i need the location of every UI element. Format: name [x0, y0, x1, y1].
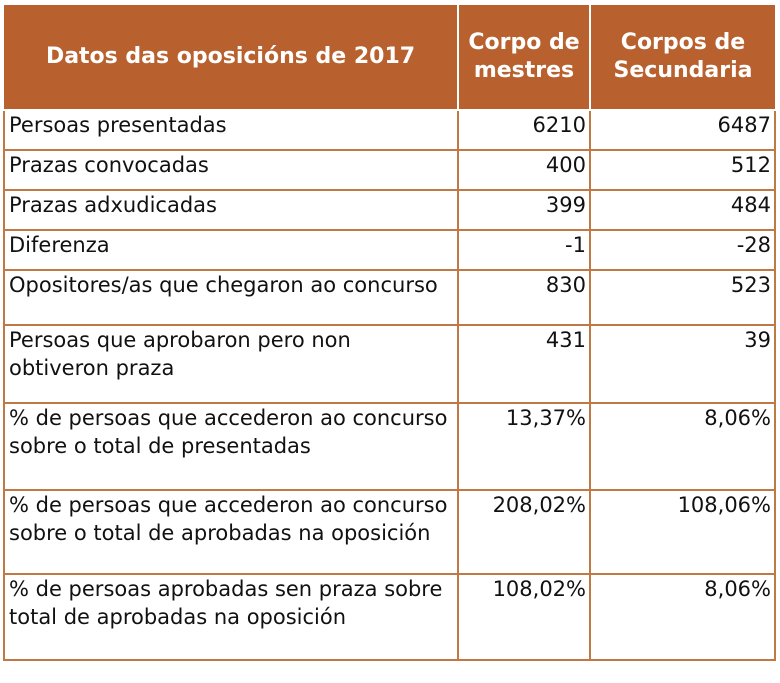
cell-mestres: 400 — [457, 149, 591, 191]
row-label: Diferenza — [3, 229, 459, 271]
oposicions-table: Datos das oposicións de 2017 Corpo de me… — [3, 5, 776, 661]
cell-secundaria: 523 — [589, 269, 776, 326]
table-title: Datos das oposicións de 2017 — [4, 5, 459, 111]
column-header-secundaria: Corpos de Secundaria — [589, 5, 775, 111]
table-row: Diferenza -1 -28 — [3, 229, 776, 271]
row-label: % de persoas aprobadas sen praza sobre t… — [3, 573, 459, 661]
cell-secundaria: 484 — [589, 189, 776, 231]
table-row: % de persoas que accederon ao concurso s… — [3, 489, 776, 575]
row-label: Prazas adxudicadas — [3, 189, 459, 231]
row-label: % de persoas que accederon ao concurso s… — [3, 402, 459, 491]
cell-secundaria: -28 — [589, 229, 776, 271]
table-row: Prazas adxudicadas 399 484 — [3, 189, 776, 231]
column-header-mestres: Corpo de mestres — [457, 5, 591, 111]
cell-secundaria: 512 — [589, 149, 776, 191]
row-label: Persoas presentadas — [3, 109, 459, 151]
row-label: % de persoas que accederon ao concurso s… — [3, 489, 459, 575]
table-row: Persoas que aprobaron pero non obtiveron… — [3, 324, 776, 404]
cell-mestres: 108,02% — [457, 573, 591, 661]
table-row: % de persoas que accederon ao concurso s… — [3, 402, 776, 491]
cell-mestres: -1 — [457, 229, 591, 271]
cell-mestres: 208,02% — [457, 489, 591, 575]
cell-secundaria: 8,06% — [589, 573, 776, 661]
cell-mestres: 399 — [457, 189, 591, 231]
row-label: Opositores/as que chegaron ao concurso — [3, 269, 459, 326]
table-row: Opositores/as que chegaron ao concurso 8… — [3, 269, 776, 326]
cell-mestres: 830 — [457, 269, 591, 326]
table-row: Persoas presentadas 6210 6487 — [3, 109, 776, 151]
cell-secundaria: 108,06% — [589, 489, 776, 575]
cell-mestres: 6210 — [457, 109, 591, 151]
cell-mestres: 431 — [457, 324, 591, 404]
cell-secundaria: 8,06% — [589, 402, 776, 491]
row-label: Persoas que aprobaron pero non obtiveron… — [3, 324, 459, 404]
cell-secundaria: 6487 — [589, 109, 776, 151]
row-label: Prazas convocadas — [3, 149, 459, 191]
cell-mestres: 13,37% — [457, 402, 591, 491]
table-row: % de persoas aprobadas sen praza sobre t… — [3, 573, 776, 661]
header-row: Datos das oposicións de 2017 Corpo de me… — [4, 5, 775, 111]
table-row: Prazas convocadas 400 512 — [3, 149, 776, 191]
cell-secundaria: 39 — [589, 324, 776, 404]
